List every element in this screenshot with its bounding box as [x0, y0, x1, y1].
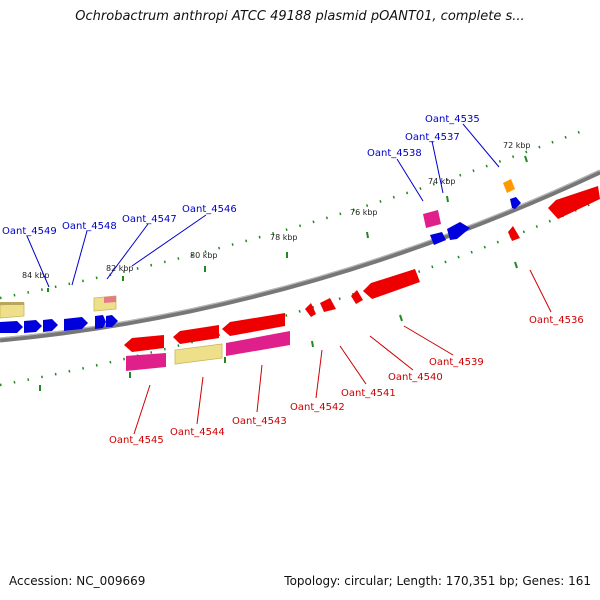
gene-label-oant-4535[interactable]: Oant_4535: [425, 114, 480, 125]
forward-gene-labels: Oant_4535 Oant_4537 Oant_4538 Oant_4546 …: [2, 114, 480, 237]
gene-blue: [95, 315, 106, 329]
gene-red: [351, 290, 363, 304]
gene-red: [124, 335, 164, 352]
gene-red: [548, 186, 600, 219]
gene-label-oant-4541[interactable]: Oant_4541: [341, 388, 396, 399]
gene-blue: [24, 320, 42, 333]
gene-blue: [430, 232, 446, 245]
major-tick: [446, 195, 449, 203]
topology-summary: Topology: circular; Length: 170,351 bp; …: [284, 574, 591, 588]
gene-label-oant-4543[interactable]: Oant_4543: [232, 416, 287, 427]
gene-blue: [447, 222, 470, 240]
inner-tick-ring: [0, 198, 600, 391]
gene-khaki: [174, 343, 223, 365]
gene-label-oant-4542[interactable]: Oant_4542: [290, 402, 345, 413]
gene-blue: [0, 321, 23, 333]
gene-blue: [64, 317, 88, 331]
gene-label-oant-4538[interactable]: Oant_4538: [367, 148, 422, 159]
major-tick: [366, 231, 369, 239]
kbp-label-72: 72 kbp: [503, 141, 531, 150]
forward-genes: [0, 179, 521, 333]
map-title: Ochrobactrum anthropi ATCC 49188 plasmid…: [75, 9, 525, 24]
gene-label-oant-4539[interactable]: Oant_4539: [429, 357, 484, 368]
major-tick: [514, 261, 518, 269]
gene-label-oant-4547[interactable]: Oant_4547: [122, 214, 177, 225]
gene-label-oant-4549[interactable]: Oant_4549: [2, 226, 57, 237]
kbp-label-82: 82 kbp: [106, 264, 134, 273]
gene-red: [363, 269, 420, 299]
kbp-labels: 72 kbp 74 kbp 76 kbp 78 kbp 80 kbp 82 kb…: [22, 141, 531, 280]
gene-blue: [106, 315, 118, 327]
gene-magenta: [423, 210, 441, 228]
kbp-label-80: 80 kbp: [190, 251, 218, 260]
kbp-label-84: 84 kbp: [22, 271, 50, 280]
gene-label-oant-4544[interactable]: Oant_4544: [170, 427, 225, 438]
gene-khaki: [0, 302, 25, 319]
kbp-label-78: 78 kbp: [270, 233, 298, 242]
reverse-leaders: [133, 269, 552, 435]
outer-tick-ring: [0, 126, 591, 300]
gene-red: [305, 303, 316, 317]
gene-orange: [503, 179, 515, 193]
gene-blue: [510, 197, 521, 209]
gene-label-oant-4545[interactable]: Oant_4545: [109, 435, 164, 446]
gene-red: [508, 226, 520, 241]
major-tick: [524, 155, 528, 163]
gene-red: [320, 298, 336, 312]
gene-magenta: [226, 331, 290, 356]
major-tick: [399, 314, 403, 322]
gene-red: [222, 313, 285, 336]
reverse-genes: [124, 186, 600, 371]
gene-label-oant-4537[interactable]: Oant_4537: [405, 132, 460, 143]
gene-magenta: [126, 353, 166, 371]
accession-text: Accession: NC_009669: [9, 574, 146, 588]
gene-red: [173, 325, 219, 344]
gene-label-oant-4548[interactable]: Oant_4548: [62, 221, 117, 232]
gene-label-oant-4536[interactable]: Oant_4536: [529, 315, 584, 326]
gene-pink: [104, 296, 116, 303]
gene-label-oant-4540[interactable]: Oant_4540: [388, 372, 443, 383]
kbp-label-76: 76 kbp: [350, 208, 378, 217]
reverse-gene-labels: Oant_4536 Oant_4539 Oant_4540 Oant_4541 …: [109, 315, 584, 446]
plasmid-backbone: [0, 169, 600, 343]
gene-blue: [43, 319, 58, 332]
major-tick: [311, 340, 314, 348]
gene-label-oant-4546[interactable]: Oant_4546: [182, 204, 237, 215]
kbp-label-74: 74 kbp: [428, 177, 456, 186]
forward-leaders: [26, 123, 500, 288]
